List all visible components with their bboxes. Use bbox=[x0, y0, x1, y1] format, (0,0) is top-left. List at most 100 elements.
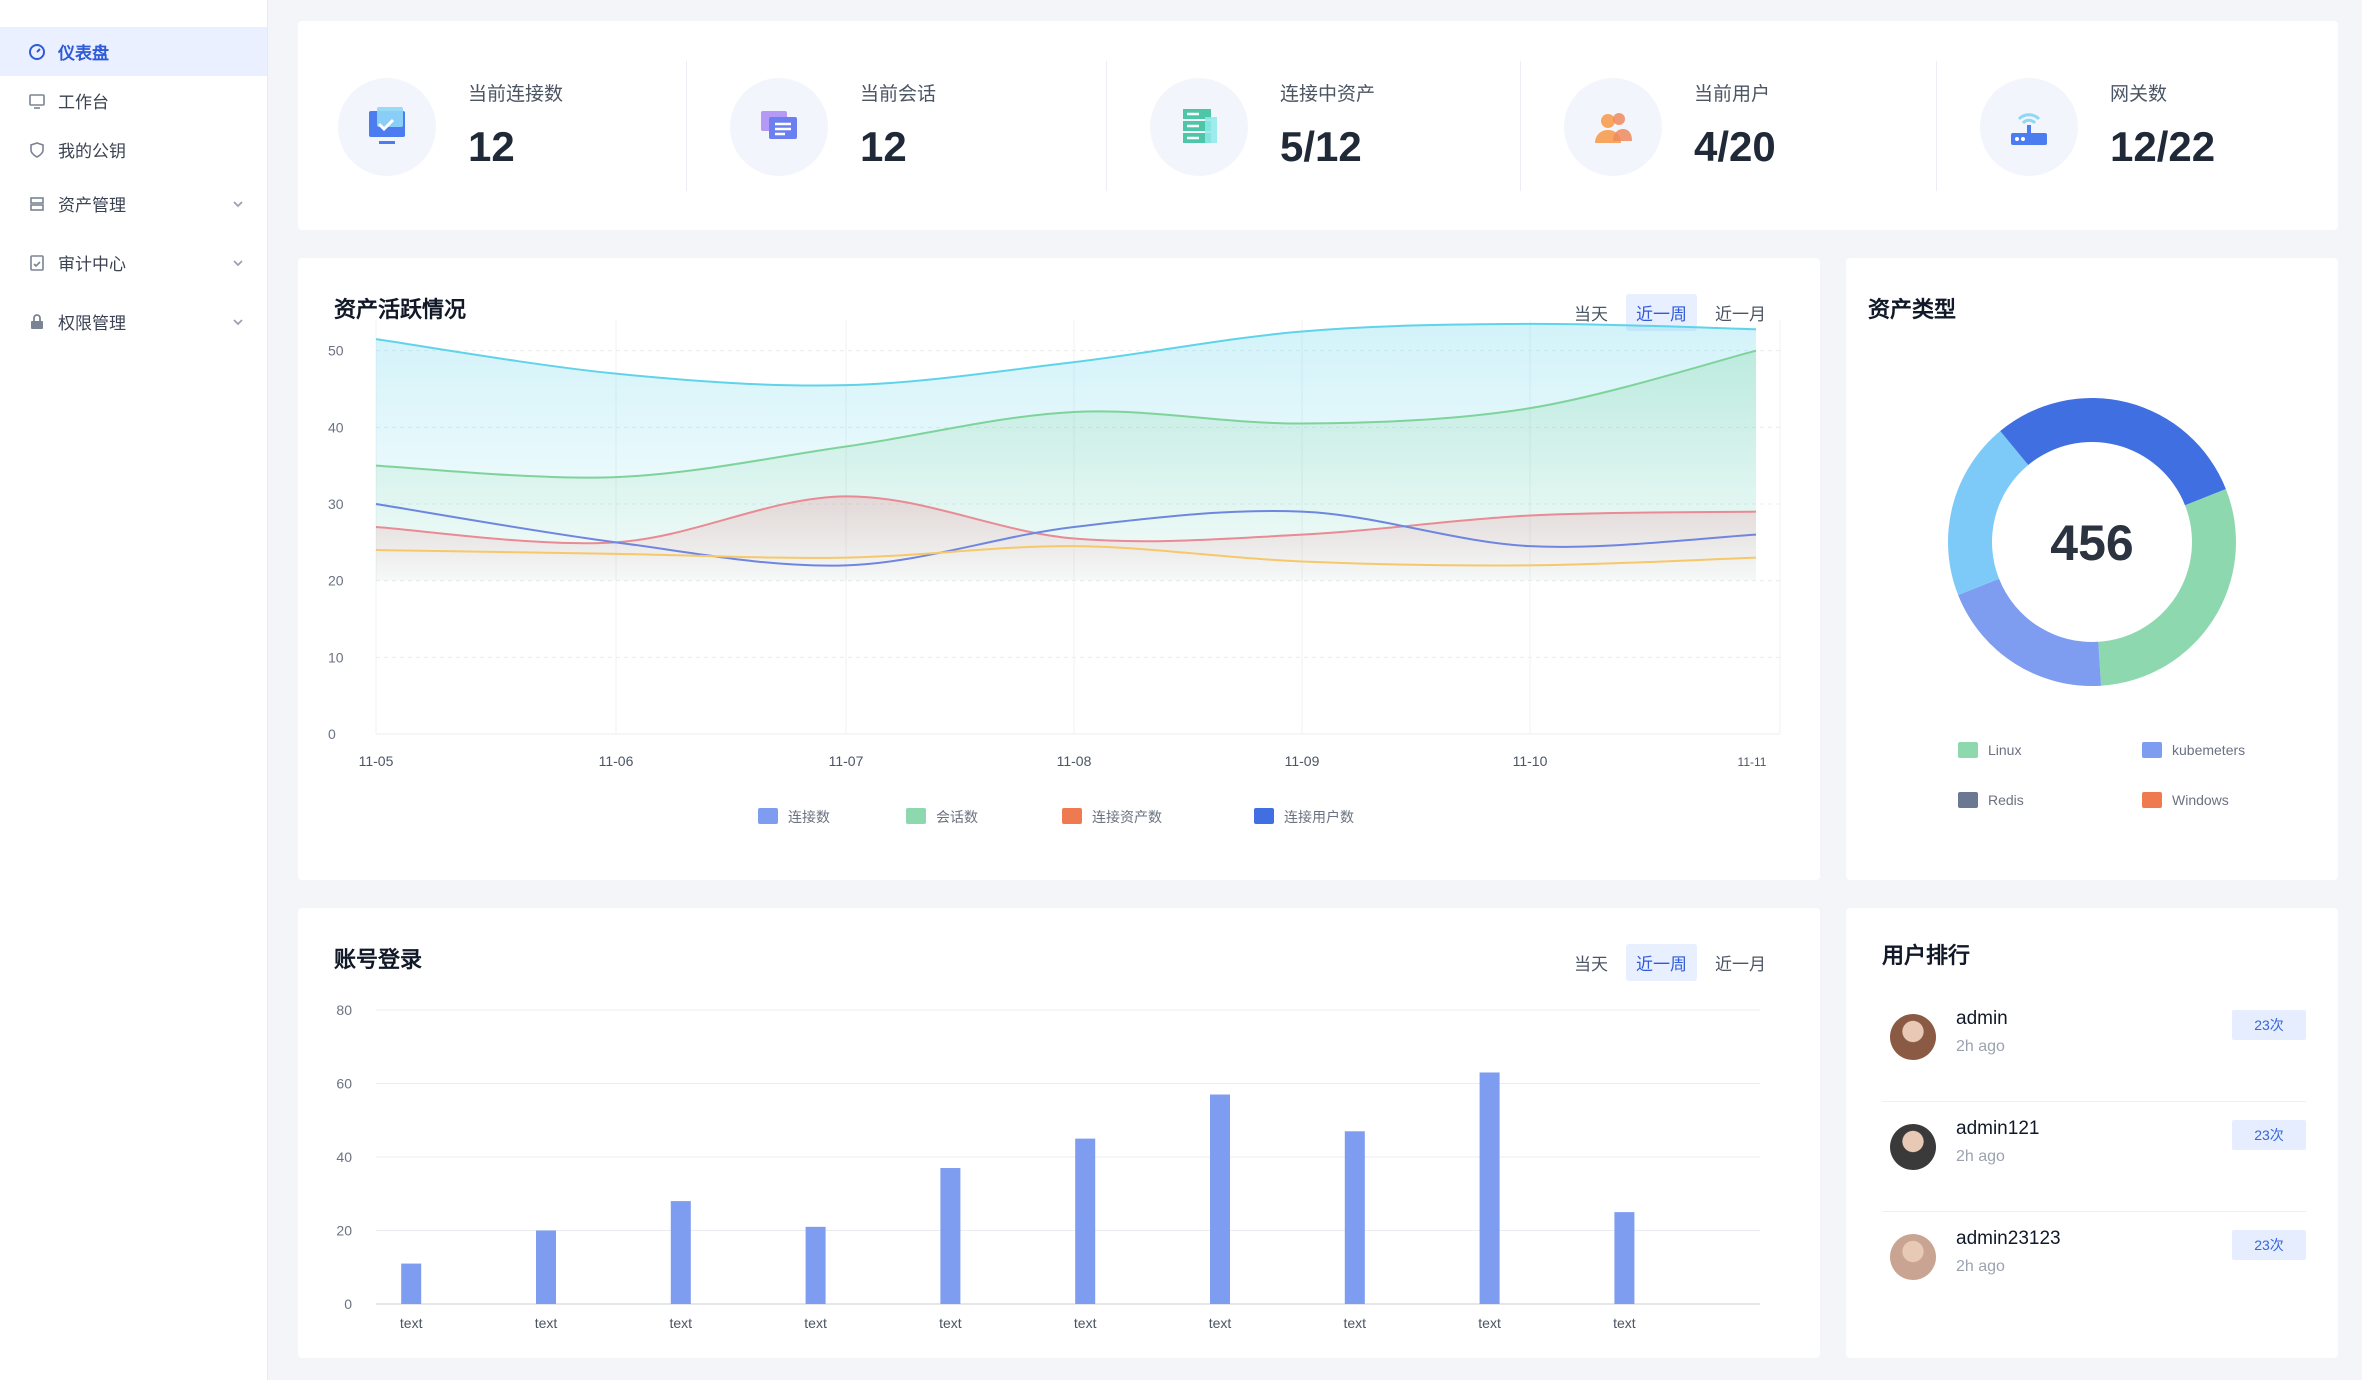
legend-swatch bbox=[1062, 808, 1082, 824]
bar bbox=[805, 1226, 826, 1304]
x-tick-label: 11-06 bbox=[599, 753, 634, 769]
sidebar-item-5[interactable]: 权限管理 bbox=[0, 292, 267, 351]
asset-types-total: 456 bbox=[2050, 515, 2134, 571]
donut-legend-item: Linux bbox=[1958, 742, 2021, 758]
bar bbox=[940, 1168, 961, 1304]
ranking-count-badge: 23次 bbox=[2232, 1010, 2306, 1040]
sidebar-item-0[interactable]: 仪表盘 bbox=[0, 27, 267, 76]
legend-label: kubemeters bbox=[2172, 742, 2246, 758]
asset-activity-chart: 0 10 20 30 40 50 11-05 11-06 11-07 11-08 11-09 11-1… bbox=[328, 320, 1781, 825]
sidebar: 仪表盘工作台我的公钥资产管理审计中心权限管理 bbox=[0, 0, 268, 1380]
series-line-4 bbox=[375, 545, 1757, 567]
ranking-user-time: 2h ago bbox=[1956, 1258, 2005, 1275]
donut-slice-2 bbox=[1948, 431, 2029, 596]
asset-activity-title: 资产活跃情况 bbox=[334, 297, 467, 322]
y-tick-label: 30 bbox=[328, 496, 344, 512]
bar bbox=[401, 1263, 422, 1304]
avatar bbox=[1890, 1124, 1936, 1170]
series-line-0 bbox=[375, 322, 1757, 387]
stat-card-3: 当前用户 4/20 bbox=[1524, 21, 1924, 230]
y-tick-label: 10 bbox=[328, 649, 344, 665]
asset-activity-panel: 资产活跃情况 当天 近一周 近一月 0 10 20 30 40 50 11-05 11-06 11-… bbox=[298, 258, 1820, 880]
ranking-count-badge: 23次 bbox=[2232, 1230, 2306, 1260]
x-tick-label: text bbox=[1613, 1315, 1636, 1331]
login-range-0[interactable]: 当天 bbox=[1574, 955, 1608, 974]
asset-types-title: 资产类型 bbox=[1868, 297, 1957, 322]
login-range-1[interactable]: 近一周 bbox=[1626, 944, 1697, 981]
donut-legend-item: Redis bbox=[1958, 792, 2024, 808]
sidebar-item-label: 权限管理 bbox=[58, 314, 126, 333]
dashboard-icon bbox=[28, 43, 46, 61]
avatar bbox=[1890, 1234, 1936, 1280]
x-tick-label: 11-11 bbox=[1738, 755, 1767, 769]
bar bbox=[670, 1201, 691, 1304]
asset-types-panel: 资产类型 456 Linux kubemeters Redis Windows bbox=[1846, 258, 2338, 880]
y-tick-label: 0 bbox=[344, 1296, 352, 1312]
sidebar-item-label: 工作台 bbox=[58, 93, 109, 112]
row-divider bbox=[1882, 1211, 2306, 1212]
bar bbox=[1614, 1212, 1635, 1304]
x-tick-label: 11-07 bbox=[829, 753, 864, 769]
stat-divider bbox=[686, 61, 687, 191]
gateway-icon bbox=[1980, 78, 2078, 176]
y-tick-label: 0 bbox=[328, 726, 336, 742]
activity-range-1[interactable]: 近一周 bbox=[1626, 294, 1697, 331]
x-tick-label: 11-10 bbox=[1513, 753, 1548, 769]
ranking-row[interactable]: admin 2h ago 23次 bbox=[1882, 994, 2306, 1102]
server-rack-icon bbox=[1150, 78, 1248, 176]
series-line-3 bbox=[375, 503, 1757, 567]
sidebar-item-4[interactable]: 审计中心 bbox=[0, 233, 267, 292]
ranking-user-name: admin bbox=[1956, 1008, 2008, 1029]
sidebar-item-label: 资产管理 bbox=[58, 196, 126, 215]
x-tick-label: text bbox=[400, 1315, 423, 1331]
donut-legend-item: Windows bbox=[2142, 792, 2229, 808]
bar bbox=[536, 1230, 556, 1304]
row-divider bbox=[1882, 1101, 2306, 1102]
stat-value: 12/22 bbox=[2110, 123, 2216, 170]
legend-label: 会话数 bbox=[936, 809, 978, 825]
stat-value: 5/12 bbox=[1280, 123, 1362, 170]
stat-label: 当前连接数 bbox=[468, 84, 564, 105]
legend-label: 连接资产数 bbox=[1092, 809, 1162, 825]
asset-types-donut-chart bbox=[1948, 397, 2236, 686]
audit-icon bbox=[28, 254, 46, 272]
login-range-switch: 当天 近一周 近一月 bbox=[1564, 944, 1776, 981]
ranking-row[interactable]: admin121 2h ago 23次 bbox=[1882, 1104, 2306, 1212]
legend-label: Windows bbox=[2172, 792, 2229, 808]
series-line-1 bbox=[375, 349, 1757, 479]
user-ranking-title: 用户排行 bbox=[1882, 943, 1971, 968]
y-tick-label: 20 bbox=[328, 573, 344, 589]
ranking-user-name: admin23123 bbox=[1956, 1228, 2061, 1249]
sidebar-item-label: 审计中心 bbox=[58, 255, 126, 274]
legend-swatch bbox=[758, 808, 778, 824]
stat-value: 12 bbox=[860, 123, 907, 170]
stat-label: 网关数 bbox=[2110, 84, 2168, 105]
sidebar-item-label: 我的公钥 bbox=[58, 142, 126, 161]
avatar bbox=[1890, 1014, 1936, 1060]
sidebar-item-2[interactable]: 我的公钥 bbox=[0, 125, 267, 174]
donut-slice-0 bbox=[2098, 488, 2236, 686]
sidebar-top-spacer bbox=[0, 0, 267, 27]
bar bbox=[1210, 1094, 1230, 1304]
donut-slice-1 bbox=[1958, 578, 2102, 686]
sidebar-item-1[interactable]: 工作台 bbox=[0, 76, 267, 125]
stat-value: 12 bbox=[468, 123, 515, 170]
account-login-title: 账号登录 bbox=[334, 947, 423, 972]
legend-swatch bbox=[1958, 742, 1978, 758]
sidebar-item-label: 仪表盘 bbox=[58, 44, 109, 63]
chat-icon bbox=[730, 78, 828, 176]
x-tick-label: text bbox=[670, 1315, 693, 1331]
stat-card-4: 网关数 12/22 bbox=[1940, 21, 2340, 230]
y-tick-label: 80 bbox=[336, 1002, 352, 1018]
x-tick-label: text bbox=[1478, 1315, 1501, 1331]
ranking-count-badge: 23次 bbox=[2232, 1120, 2306, 1150]
activity-range-0[interactable]: 当天 bbox=[1574, 305, 1608, 324]
login-range-2[interactable]: 近一月 bbox=[1715, 955, 1766, 974]
stat-divider bbox=[1520, 61, 1521, 191]
sidebar-item-3[interactable]: 资产管理 bbox=[0, 174, 267, 233]
ranking-row[interactable]: admin23123 2h ago 23次 bbox=[1882, 1214, 2306, 1322]
stat-label: 连接中资产 bbox=[1280, 84, 1376, 105]
activity-range-2[interactable]: 近一月 bbox=[1715, 305, 1766, 324]
y-tick-label: 40 bbox=[328, 419, 344, 435]
y-tick-label: 60 bbox=[336, 1076, 352, 1092]
